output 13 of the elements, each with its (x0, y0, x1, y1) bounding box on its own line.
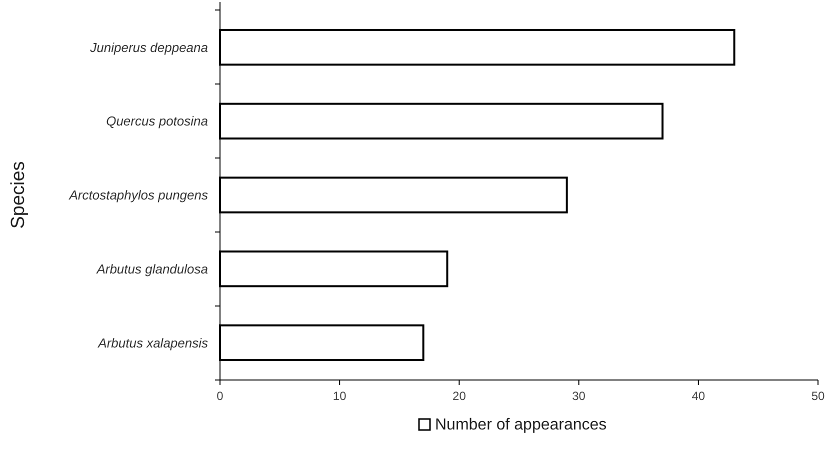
y-tick-label: Arctostaphylos pungens (68, 188, 208, 203)
y-axis-title: Species (8, 161, 29, 229)
x-tick-label: 10 (332, 389, 347, 403)
x-tick-label: 30 (572, 389, 586, 403)
x-tick-label: 0 (216, 389, 224, 403)
legend-label: Number of appearances (435, 416, 607, 434)
y-tick-label: Arbutus xalapensis (97, 335, 208, 350)
y-tick-label: Quercus potosina (106, 114, 208, 129)
y-tick-label: Juniperus deppeana (89, 40, 208, 55)
x-tick-label: 20 (452, 389, 466, 403)
x-tick-label: 50 (811, 389, 825, 403)
y-tick-label: Arbutus glandulosa (96, 261, 208, 276)
x-tick-label: 40 (692, 389, 706, 403)
